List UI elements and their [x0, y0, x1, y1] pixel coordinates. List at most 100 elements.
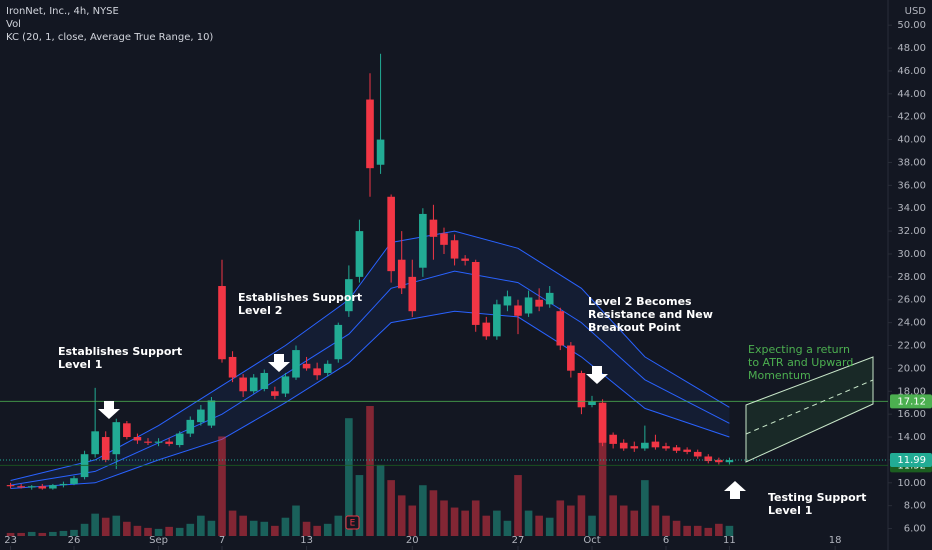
down-arrow — [98, 401, 120, 419]
y-tick-label: 10.00 — [897, 478, 926, 489]
volume-bar — [715, 523, 723, 536]
y-tick-label: 20.00 — [897, 363, 926, 374]
volume-bar — [38, 532, 47, 536]
y-tick-label: 46.00 — [897, 66, 926, 77]
candle-body — [218, 286, 226, 360]
volume-bar — [271, 525, 279, 536]
candle-body — [239, 377, 247, 392]
candle-body — [545, 292, 554, 305]
annotation: Testing Support Level 1 — [768, 491, 870, 517]
price-badge — [890, 394, 932, 409]
annotation: Level 2 Becomes Resistance and New Break… — [588, 295, 717, 334]
candle-body — [419, 213, 427, 268]
candle-body — [207, 400, 216, 426]
volume-bar — [218, 436, 226, 536]
candle-body — [17, 486, 25, 488]
volume-bar — [70, 529, 78, 536]
projection-channel — [745, 356, 874, 463]
volume-bar — [514, 475, 522, 536]
volume-bar — [49, 531, 57, 536]
candle-body — [313, 368, 321, 376]
candle-body — [577, 372, 586, 408]
volume-bar — [609, 495, 617, 536]
volume-bar — [535, 515, 543, 536]
volume-bar — [482, 515, 491, 536]
volume-bar — [588, 515, 596, 536]
x-tick-label: Oct — [583, 535, 600, 546]
annotation-line: Breakout Point — [588, 321, 681, 334]
price-badge-label: 17.12 — [897, 396, 926, 407]
annotation-line: Establishes Support — [58, 345, 182, 358]
volume-bar — [260, 521, 269, 536]
annotation-line: Level 1 — [768, 504, 812, 517]
volume-bar — [429, 490, 438, 536]
candle-body — [598, 402, 607, 443]
candle-body — [334, 324, 343, 360]
candle-body — [471, 261, 480, 325]
candle-body — [144, 441, 152, 443]
annotation: Establishes Support Level 2 — [238, 291, 366, 317]
x-tick-label: 20 — [406, 535, 419, 546]
candle-body — [514, 305, 522, 316]
candle-body — [482, 322, 491, 337]
candle-body — [281, 376, 290, 394]
kc-line — [10, 270, 730, 486]
volume-bar — [450, 507, 459, 536]
candle-body — [59, 483, 68, 486]
candle-body — [38, 486, 47, 489]
volume-bar — [323, 523, 332, 536]
volume-bar — [186, 523, 195, 536]
y-tick-label: 28.00 — [897, 272, 926, 283]
y-tick-label: 18.00 — [897, 386, 926, 397]
candle-body — [524, 297, 533, 314]
volume-bar — [503, 520, 512, 536]
x-tick-label: 11 — [723, 535, 736, 546]
y-tick-label: 44.00 — [897, 89, 926, 100]
candle-body — [175, 433, 184, 446]
candle-body — [704, 456, 713, 462]
volume-bar — [123, 521, 131, 536]
x-tick-label: 23 — [4, 535, 17, 546]
down-arrow — [268, 354, 290, 372]
y-tick-label: 6.00 — [904, 524, 926, 535]
volume-bar — [567, 505, 575, 536]
volume-bar — [704, 527, 713, 536]
annotation-line: Level 1 — [58, 358, 102, 371]
annotation-line: Establishes Support — [238, 291, 362, 304]
volume-bar — [249, 520, 258, 536]
candle-body — [376, 139, 385, 165]
volume-bar — [154, 528, 163, 536]
up-arrow — [724, 481, 746, 499]
candle-body — [493, 304, 501, 337]
volume-bar — [693, 525, 702, 536]
candle-body — [619, 442, 628, 449]
candle-body — [567, 345, 575, 371]
kc-line — [10, 230, 730, 481]
volume-bar — [672, 520, 681, 536]
x-tick-label: 7 — [219, 535, 225, 546]
volume-bar — [17, 532, 25, 536]
volume-bar — [662, 515, 670, 536]
volume-bar — [524, 510, 533, 536]
candle-body — [397, 259, 406, 289]
annotation-line: Testing Support — [768, 491, 866, 504]
annotation-line: Expecting a return — [748, 343, 850, 356]
candle-body — [271, 391, 279, 396]
volume-layer — [6, 406, 734, 536]
x-tick-label: 18 — [829, 535, 842, 546]
volume-bar — [376, 464, 385, 536]
y-tick-label: 26.00 — [897, 295, 926, 306]
candle-body — [292, 350, 300, 378]
candle-body — [6, 485, 15, 487]
volume-bar — [440, 500, 448, 536]
candle-body — [715, 459, 723, 463]
candle-body — [588, 401, 596, 405]
annotation-line: Level 2 Becomes — [588, 295, 692, 308]
volume-bar — [197, 515, 205, 536]
earnings-icon[interactable] — [345, 515, 360, 530]
candle-body — [133, 437, 142, 441]
volume-bar — [80, 523, 89, 536]
candle-body — [366, 99, 374, 169]
volume-bar — [27, 531, 36, 536]
